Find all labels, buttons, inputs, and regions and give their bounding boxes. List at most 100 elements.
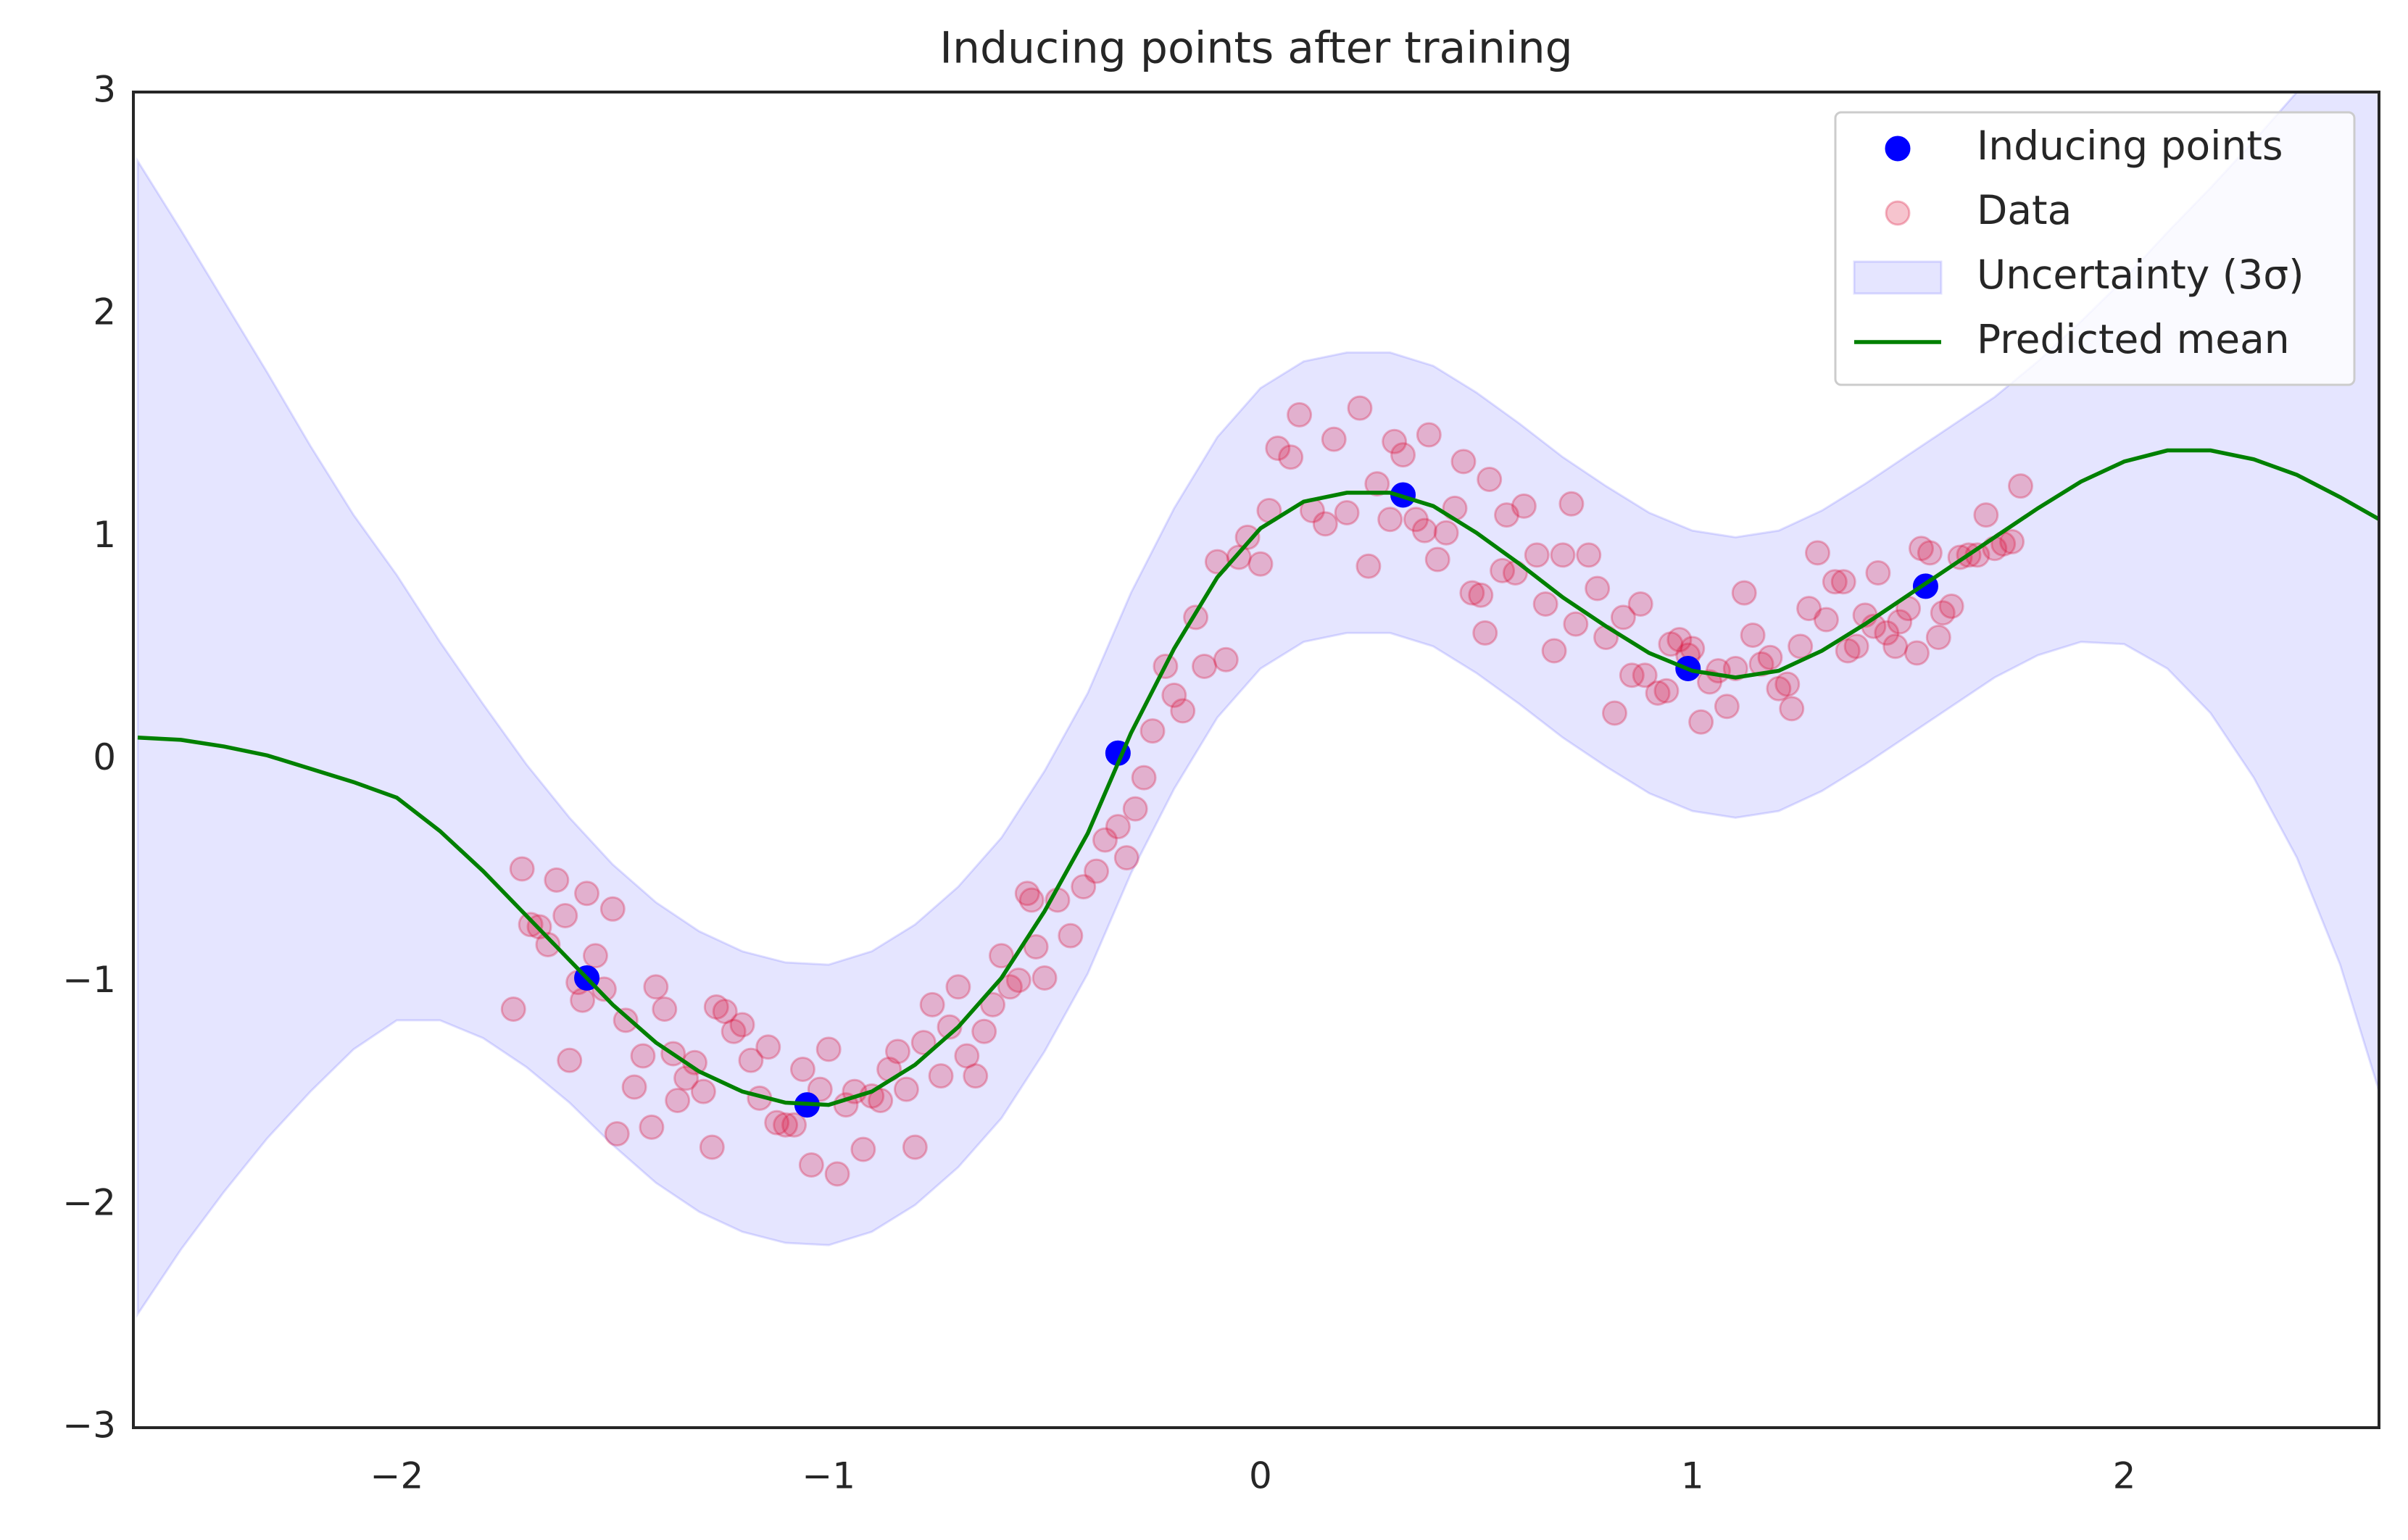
data-point <box>604 1121 630 1147</box>
data-point <box>1757 644 1783 670</box>
data-point <box>1416 422 1442 448</box>
ticks: −2 −1 0 1 2 −3 −2 −1 0 1 2 3 <box>62 69 2135 1497</box>
data-point <box>621 1074 647 1100</box>
data-point <box>1627 591 1653 617</box>
data-point <box>1835 638 1861 664</box>
data-point <box>755 1034 781 1060</box>
data-point <box>1601 700 1627 726</box>
data-point <box>1766 675 1792 702</box>
data-point <box>1468 582 1494 608</box>
data-point <box>1161 682 1187 708</box>
data-point <box>1558 491 1585 517</box>
data-point <box>1874 620 1900 646</box>
data-point <box>1887 609 1913 635</box>
data-point <box>1131 765 1157 791</box>
data-point <box>1917 540 1943 566</box>
data-point <box>1688 709 1714 735</box>
data-point <box>1714 694 1740 720</box>
data-point <box>850 1136 876 1162</box>
data-point <box>665 1087 691 1113</box>
x-tick-label: −2 <box>370 1455 424 1497</box>
data-point <box>1610 604 1636 630</box>
data-point <box>971 1018 997 1044</box>
data-point <box>954 1043 980 1069</box>
y-tick-label: 0 <box>93 736 116 778</box>
data-point <box>1234 524 1261 550</box>
data-point <box>781 1112 807 1138</box>
data-point <box>1005 967 1031 994</box>
data-point <box>928 1063 954 1089</box>
data-point <box>1287 401 1313 428</box>
legend-box <box>1834 111 2356 386</box>
legend-marker <box>1885 136 1911 162</box>
data-point <box>1748 651 1774 677</box>
data-point <box>500 996 526 1023</box>
data-point <box>1632 662 1658 688</box>
data-point <box>643 974 669 1000</box>
data-point <box>1031 965 1058 991</box>
axes-frame <box>132 91 2380 1429</box>
data-point <box>1532 591 1558 617</box>
data-point <box>630 1043 656 1069</box>
data-point <box>1722 656 1748 682</box>
data-point <box>945 974 971 1000</box>
plot-area <box>136 92 2379 1318</box>
data-point <box>1084 858 1110 884</box>
data-point <box>1904 640 1930 666</box>
data-point <box>1813 607 1839 633</box>
data-point <box>574 881 600 907</box>
data-point <box>557 1047 583 1073</box>
data-point <box>639 1114 665 1140</box>
data-point <box>2008 473 2034 499</box>
data-point <box>1645 680 1671 706</box>
data-point <box>509 856 535 882</box>
data-point <box>552 903 578 929</box>
data-point <box>1550 542 1576 568</box>
data-point <box>1666 627 1693 653</box>
data-point <box>699 1134 725 1160</box>
data-point <box>1938 594 1964 620</box>
data-point <box>1023 934 1049 960</box>
chart-title: Inducing points after training <box>939 23 1573 74</box>
data-point <box>1490 557 1516 583</box>
data-point <box>1014 881 1040 907</box>
data-point <box>1105 814 1131 840</box>
data-point <box>1774 671 1801 697</box>
data-point <box>1576 542 1602 568</box>
data-point <box>764 1110 790 1136</box>
data-point <box>1355 553 1382 579</box>
data-point <box>1619 662 1645 688</box>
data-point <box>1865 559 1891 586</box>
data-point <box>1058 923 1084 949</box>
data-point <box>690 1078 716 1104</box>
data-point <box>1925 625 1951 651</box>
data-point <box>868 1087 894 1113</box>
data-point <box>893 1076 919 1102</box>
data-point <box>652 996 678 1023</box>
legend-label: Inducing points <box>1977 122 2283 169</box>
data-point <box>1424 546 1450 573</box>
legend-label: Data <box>1977 187 2072 233</box>
data-point <box>1459 580 1485 606</box>
data-point <box>582 943 608 969</box>
data-point <box>544 867 570 893</box>
data-point <box>1213 646 1239 673</box>
data-point <box>997 974 1023 1000</box>
data-point <box>1973 502 1999 528</box>
data-point <box>1796 596 1822 622</box>
data-point <box>1382 428 1408 454</box>
data-point <box>1247 551 1274 577</box>
y-tick-label: −1 <box>62 959 116 1001</box>
data-point <box>673 1065 699 1091</box>
data-point <box>1226 544 1252 570</box>
data-point <box>703 994 729 1020</box>
data-point <box>1843 633 1869 659</box>
data-point <box>1018 887 1045 913</box>
data-point <box>1740 622 1766 648</box>
legend-label: Predicted mean <box>1977 316 2290 362</box>
data-point <box>1999 528 2025 554</box>
data-point <box>1347 395 1373 421</box>
data-point <box>1930 600 1956 626</box>
y-tick-label: 2 <box>93 291 116 333</box>
